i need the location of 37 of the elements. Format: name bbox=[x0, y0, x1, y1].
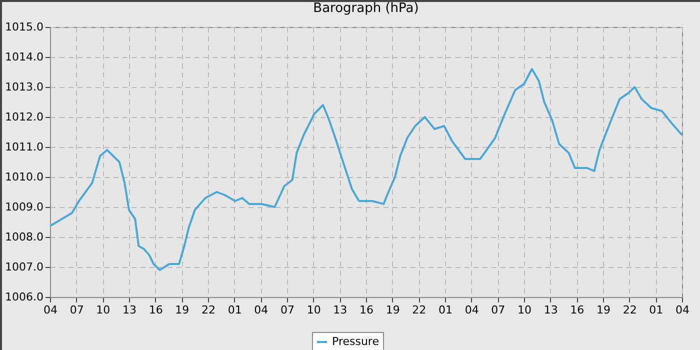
legend-label: Pressure bbox=[332, 335, 380, 348]
x-tick-label: 16 bbox=[148, 304, 163, 316]
x-tick-label: 19 bbox=[596, 304, 610, 316]
x-tick-label: 22 bbox=[202, 304, 216, 316]
x-tick-label: 10 bbox=[96, 304, 110, 316]
y-tick-label: 1010.0 bbox=[5, 170, 44, 184]
x-tick-label: 22 bbox=[622, 304, 637, 316]
x-tick-label: 04 bbox=[254, 304, 268, 316]
x-tick-label: 01 bbox=[438, 304, 452, 316]
x-tick-label: 04 bbox=[464, 304, 479, 316]
y-tick-label: 1007.0 bbox=[5, 260, 44, 274]
x-tick-label: 01 bbox=[649, 304, 664, 316]
y-tick-label: 1009.0 bbox=[5, 200, 44, 214]
x-tick-label: 13 bbox=[544, 304, 558, 316]
x-tick-label: 16 bbox=[570, 304, 584, 316]
y-tick-label: 1012.0 bbox=[5, 110, 44, 124]
x-tick-label: 04 bbox=[676, 304, 690, 316]
y-tick-label: 1006.0 bbox=[5, 290, 44, 304]
x-tick-label: 19 bbox=[175, 304, 190, 316]
x-tick-label: 07 bbox=[280, 304, 294, 316]
x-tick-label: 07 bbox=[70, 304, 84, 316]
x-tick-label: 07 bbox=[491, 304, 506, 316]
x-tick-label: 19 bbox=[386, 304, 400, 316]
y-tick-label: 1008.0 bbox=[5, 230, 44, 244]
x-tick-label: 13 bbox=[122, 304, 136, 316]
y-tick-label: 1014.0 bbox=[5, 50, 44, 64]
y-tick-label: 1011.0 bbox=[5, 140, 44, 154]
y-tick-label: 1015.0 bbox=[5, 20, 44, 34]
x-tick-label: 01 bbox=[228, 304, 242, 316]
chart-title: Barograph (hPa) bbox=[313, 1, 419, 16]
y-tick-label: 1013.0 bbox=[5, 80, 44, 94]
x-tick-label: 22 bbox=[412, 304, 426, 316]
x-tick-label: 16 bbox=[360, 304, 374, 316]
x-tick-label: 13 bbox=[333, 304, 348, 316]
x-tick-label: 10 bbox=[518, 304, 532, 316]
x-tick-label: 04 bbox=[44, 304, 58, 316]
x-tick-label: 10 bbox=[306, 304, 321, 316]
